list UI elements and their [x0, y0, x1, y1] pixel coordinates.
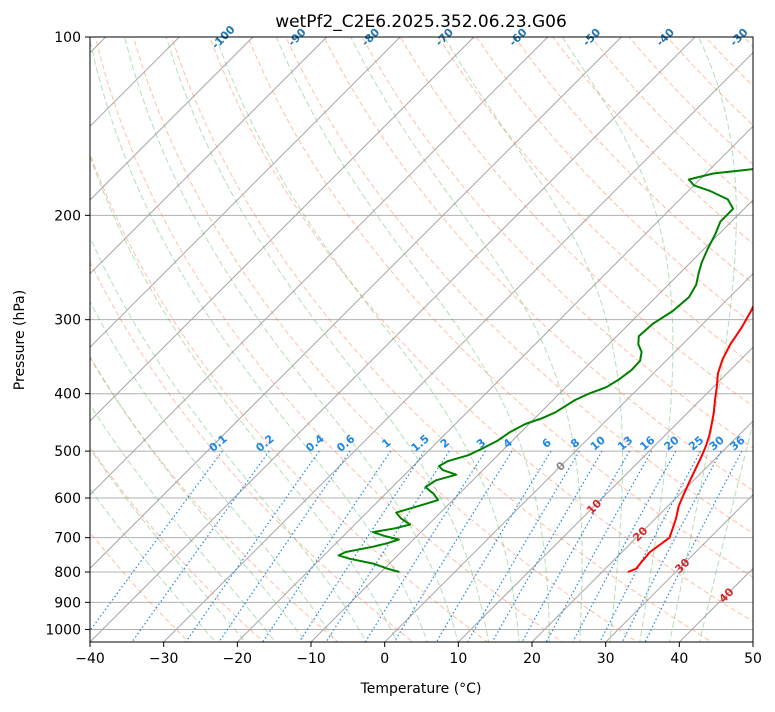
isotherm-line — [604, 493, 753, 642]
dry-adiabat-line — [399, 37, 753, 407]
dry-adiabat-line — [132, 37, 638, 642]
isotherm-line — [90, 37, 475, 422]
moist-adiabat-line — [90, 300, 337, 642]
moist-adiabat-line — [165, 37, 490, 642]
isotherm-line — [162, 51, 753, 642]
dry-adiabat-line — [476, 37, 753, 325]
isotherm-line — [531, 420, 753, 642]
x-tick-label: −10 — [296, 651, 326, 667]
y-tick-label: 100 — [54, 30, 81, 46]
dewpoint-profile-line — [337, 168, 753, 573]
moist-adiabat-line — [90, 488, 216, 642]
y-tick-label: 300 — [54, 313, 81, 329]
mixing-ratio-line — [621, 450, 722, 642]
isotherm-line — [90, 37, 696, 642]
plot-background — [90, 37, 753, 642]
dry-adiabat-line — [285, 37, 753, 535]
x-tick-label: −30 — [149, 651, 179, 667]
dry-adiabat-line — [247, 37, 753, 578]
moist-adiabat-line — [669, 37, 737, 642]
dry-adiabat-line — [361, 37, 753, 449]
mixing-ratio-line — [466, 450, 580, 642]
plot-frame — [89, 36, 754, 643]
mixing-ratio-line — [435, 450, 552, 642]
moist-adiabat-line — [443, 37, 623, 642]
moist-adiabat-line — [275, 37, 550, 642]
moist-adiabat-line — [215, 37, 520, 642]
isotherm-line — [90, 37, 402, 349]
dry-adiabat-line — [209, 37, 753, 623]
dry-adiabat-line — [437, 37, 753, 366]
background-grid — [0, 10, 775, 654]
y-tick-label: 200 — [54, 208, 81, 224]
y-axis-label: Pressure (hPa) — [12, 290, 28, 390]
y-tick-label: 600 — [54, 491, 81, 507]
dry-adiabat-line — [90, 446, 265, 642]
x-axis-label: Temperature (°C) — [360, 681, 482, 697]
chart-title: wetPf2_C2E6.2025.352.06.23.G06 — [275, 12, 567, 32]
moist-adiabat-line — [90, 235, 367, 642]
dry-adiabat-line — [90, 152, 489, 642]
x-tick-label: 40 — [670, 651, 688, 667]
isotherm-line — [0, 10, 59, 654]
isotherm-line — [90, 37, 623, 570]
mixing-ratio-line — [325, 450, 450, 642]
dry-adiabat-line — [323, 37, 753, 491]
y-tick-label: 700 — [54, 531, 81, 547]
dry-adiabat-line — [755, 10, 775, 654]
moist-adiabat-line — [90, 154, 398, 642]
axes: −40 −30 −20 −10 0 10 20 30 40 50 100 200 300 400 500 60… — [45, 30, 762, 667]
mixing-ratio-line — [298, 450, 425, 642]
series-layer — [337, 168, 753, 573]
mixing-ratio-line — [131, 450, 270, 642]
isotherm-line — [90, 37, 254, 201]
y-tick-label: 900 — [54, 595, 81, 611]
temperature-profile-line — [627, 304, 753, 573]
mixing-ratio-line — [599, 450, 702, 642]
moist-adiabat-line — [561, 37, 674, 642]
isotherm-line — [457, 346, 753, 642]
x-tick-label: 30 — [597, 651, 615, 667]
y-tick-label: 1000 — [45, 622, 81, 638]
isotherm-line — [236, 125, 753, 642]
dry-adiabat-line — [90, 356, 339, 642]
y-tick-label: 400 — [54, 387, 81, 403]
moist-adiabat-line — [90, 355, 307, 642]
y-tick-label: 800 — [54, 565, 81, 581]
x-tick-label: −20 — [223, 651, 253, 667]
isotherm-line — [310, 199, 753, 642]
dry-adiabat-line — [170, 37, 713, 642]
moist-adiabat-line — [90, 38, 429, 642]
x-tick-label: 0 — [380, 651, 389, 667]
isotherm-line — [90, 37, 181, 128]
mixing-ratio-line — [521, 450, 631, 642]
dry-adiabat-line — [514, 37, 753, 285]
x-tick-label: 10 — [449, 651, 467, 667]
moist-adiabat-line — [90, 447, 246, 642]
isotherm-line — [90, 37, 328, 275]
x-tick-label: −40 — [75, 651, 105, 667]
mixing-ratio-line — [262, 450, 392, 642]
moist-adiabat-line — [350, 37, 583, 642]
mixing-ratio-line — [185, 450, 320, 642]
dry-adiabat-line — [94, 37, 564, 642]
isotherm-line — [90, 37, 549, 496]
mixing-ratio-line — [644, 450, 743, 642]
isotherm-line — [383, 272, 753, 642]
x-tick-label: 20 — [523, 651, 541, 667]
y-tick-label: 500 — [54, 444, 81, 460]
moist-adiabat-line — [90, 403, 276, 642]
x-tick-label: 50 — [744, 651, 762, 667]
mixing-ratio-line — [218, 450, 351, 642]
